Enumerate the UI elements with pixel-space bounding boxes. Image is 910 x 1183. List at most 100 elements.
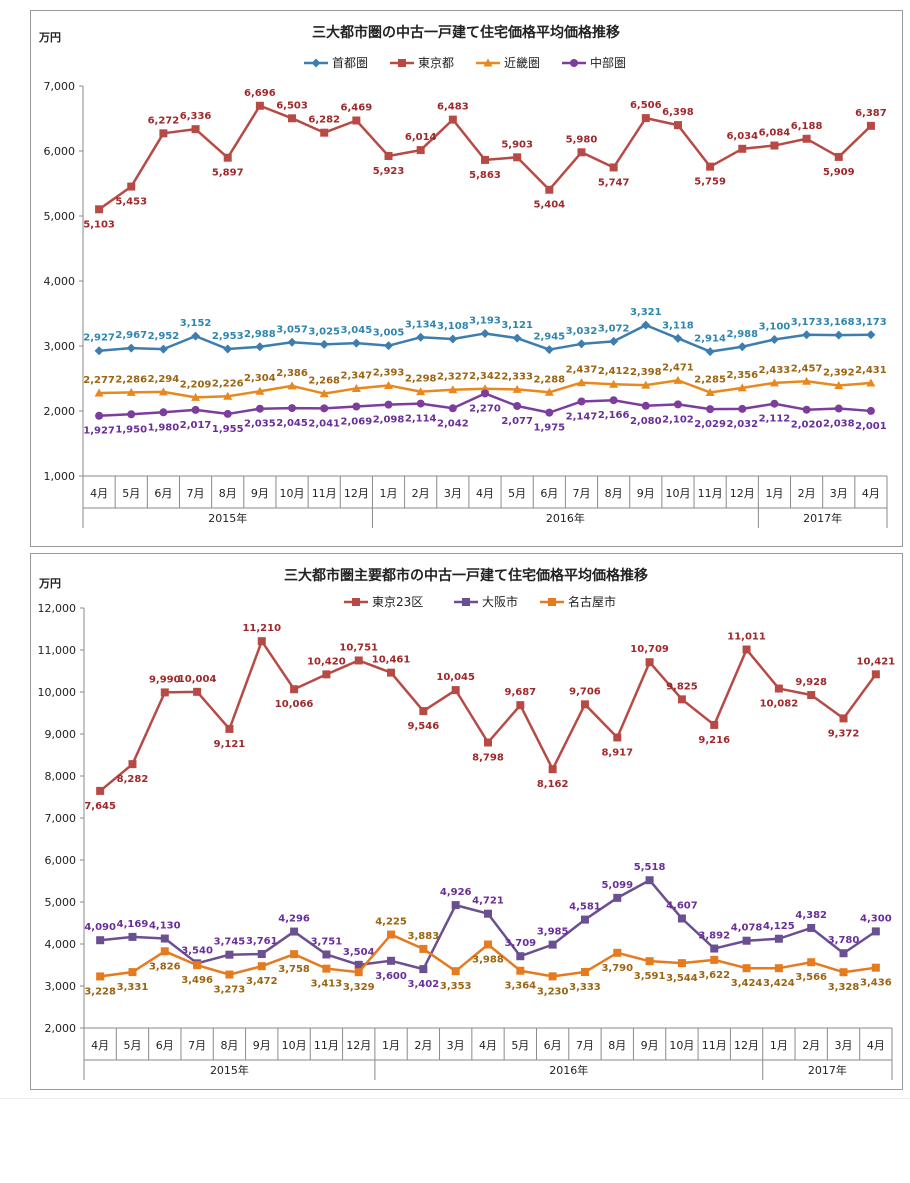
data-point <box>580 968 589 977</box>
data-point <box>451 967 460 976</box>
data-label: 2,114 <box>405 414 437 425</box>
data-point <box>322 964 331 973</box>
data-point <box>160 947 169 956</box>
data-point <box>416 146 425 155</box>
data-point <box>641 380 651 389</box>
y-tick-label: 11,000 <box>38 644 77 657</box>
data-label: 3,985 <box>537 927 569 938</box>
data-label: 9,928 <box>795 677 827 688</box>
legend-label: 東京都 <box>418 56 454 70</box>
y-tick-label: 7,000 <box>44 80 76 93</box>
x-tick-label: 12月 <box>730 487 755 500</box>
legend-label: 東京23区 <box>372 595 423 609</box>
data-point <box>384 380 394 389</box>
data-label: 3,424 <box>763 978 795 989</box>
data-label: 8,282 <box>117 774 149 785</box>
y-tick-label: 4,000 <box>44 275 76 288</box>
data-point <box>448 404 457 413</box>
data-label: 3,100 <box>759 322 791 333</box>
y-tick-label: 7,000 <box>45 812 77 825</box>
data-point <box>645 658 654 667</box>
data-label: 9,825 <box>666 681 698 692</box>
data-point <box>580 915 589 924</box>
data-label: 10,045 <box>436 672 475 683</box>
y-axis-unit: 万円 <box>38 577 61 590</box>
data-label: 1,980 <box>148 422 180 433</box>
legend-item: 首都圏 <box>304 56 368 70</box>
x-tick-label: 5月 <box>511 1039 529 1052</box>
data-point <box>223 409 232 418</box>
data-label: 4,382 <box>795 910 827 921</box>
y-tick-label: 6,000 <box>44 145 76 158</box>
x-tick-label: 12月 <box>346 1039 371 1052</box>
data-point <box>319 389 329 398</box>
data-label: 2,270 <box>469 403 501 414</box>
data-point <box>480 328 490 338</box>
data-point <box>223 344 233 354</box>
data-point <box>673 375 683 384</box>
data-label: 2,953 <box>212 331 244 342</box>
data-point <box>384 341 394 351</box>
x-tick-label: 9月 <box>641 1039 659 1052</box>
data-point <box>320 128 329 137</box>
data-label: 2,001 <box>855 421 887 432</box>
data-label: 9,372 <box>828 728 860 739</box>
data-label: 3,826 <box>149 961 181 972</box>
series-2: 3,228 3,3313,8263,4963,2733,4723,7583,413… <box>84 917 891 998</box>
data-point <box>96 786 105 795</box>
data-label: 10,709 <box>630 644 669 655</box>
data-point <box>159 408 168 417</box>
x-tick-label: 7月 <box>188 1039 206 1052</box>
page-bottom-divider <box>0 1098 910 1099</box>
x-tick-label: 4月 <box>91 1039 109 1052</box>
x-tick-label: 10月 <box>282 1039 307 1052</box>
data-point <box>677 914 686 923</box>
legend-label: 名古屋市 <box>568 594 616 609</box>
data-label: 3,758 <box>278 964 310 975</box>
data-point <box>769 335 779 344</box>
data-point <box>257 950 266 959</box>
x-tick-label: 7月 <box>572 487 590 500</box>
x-tick-label: 5月 <box>508 487 526 500</box>
data-point <box>484 940 492 949</box>
data-point <box>290 950 299 959</box>
year-label: 2017年 <box>803 511 842 525</box>
data-point <box>710 955 719 964</box>
x-tick-label: 3月 <box>447 1039 465 1052</box>
data-label: 4,607 <box>666 901 698 912</box>
data-label: 3,600 <box>375 971 407 982</box>
legend-label: 大阪市 <box>482 594 518 609</box>
data-label: 2,166 <box>598 410 630 421</box>
data-point <box>834 404 843 413</box>
data-point <box>448 115 457 124</box>
x-tick-label: 4月 <box>862 487 880 500</box>
data-label: 3,424 <box>731 978 763 989</box>
x-tick-label: 7月 <box>576 1039 594 1052</box>
data-point <box>706 405 715 414</box>
data-label: 4,225 <box>375 917 407 928</box>
data-point <box>255 386 265 395</box>
y-tick-label: 12,000 <box>38 602 77 615</box>
data-label: 2,017 <box>180 420 212 431</box>
data-point <box>738 144 747 153</box>
data-label: 2,398 <box>630 367 662 378</box>
x-tick-label: 10月 <box>280 487 305 500</box>
data-label: 5,923 <box>373 166 405 177</box>
data-point <box>193 687 202 696</box>
x-tick-label: 6月 <box>154 487 172 500</box>
data-point <box>512 384 522 393</box>
data-label: 6,188 <box>791 121 823 132</box>
data-point <box>96 936 105 945</box>
data-label: 3,173 <box>791 317 823 328</box>
data-label: 3,328 <box>828 982 860 993</box>
data-label: 2,298 <box>405 374 437 385</box>
year-label: 2015年 <box>208 511 247 525</box>
data-point <box>609 379 619 388</box>
data-label: 3,761 <box>246 936 278 947</box>
x-tick-label: 9月 <box>637 487 655 500</box>
data-label: 2,393 <box>373 367 405 378</box>
data-point <box>419 944 428 953</box>
data-point <box>257 637 266 646</box>
data-label: 2,386 <box>276 368 308 379</box>
